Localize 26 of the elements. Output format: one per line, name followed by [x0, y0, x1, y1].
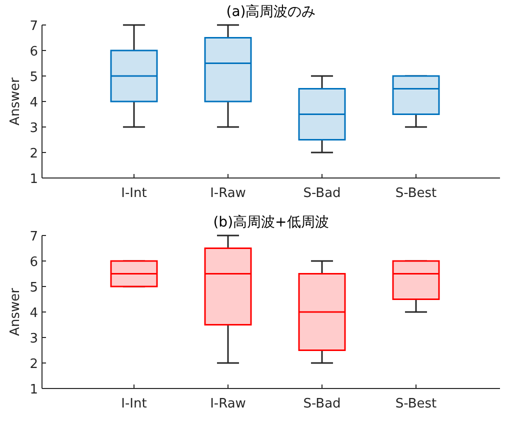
- y-tick-label: 5: [30, 70, 38, 85]
- x-tick-label: I-Int: [121, 186, 147, 201]
- y-tick-label: 2: [30, 146, 38, 162]
- y-tick-label: 1: [30, 172, 38, 187]
- x-tick-label: I-Raw: [210, 396, 246, 412]
- x-tick-label: S-Best: [395, 186, 437, 201]
- x-tick-label: S-Best: [395, 396, 437, 412]
- y-tick-label: 7: [30, 19, 38, 34]
- y-tick-label: 3: [30, 332, 38, 346]
- chart-title: (a)高周波のみ: [226, 4, 316, 20]
- x-tick-label: I-Raw: [210, 186, 246, 201]
- x-tick-label: S-Bad: [303, 186, 341, 201]
- y-tick-label: 6: [30, 44, 38, 60]
- y-tick-label: 5: [30, 280, 38, 296]
- x-tick-label: S-Bad: [303, 396, 341, 412]
- y-tick-label: 7: [30, 230, 38, 244]
- y-tick-label: 4: [30, 96, 38, 110]
- chart-title: (b)高周波+低周波: [213, 214, 329, 230]
- y-tick-label: 3: [30, 121, 38, 136]
- y-axis-title: Answer: [8, 76, 23, 126]
- y-tick-label: 1: [30, 382, 38, 398]
- x-tick-label: I-Int: [121, 396, 147, 412]
- y-tick-label: 6: [30, 255, 38, 270]
- y-tick-label: 4: [30, 306, 38, 321]
- y-axis-title: Answer: [8, 287, 23, 336]
- y-tick-label: 2: [30, 357, 38, 372]
